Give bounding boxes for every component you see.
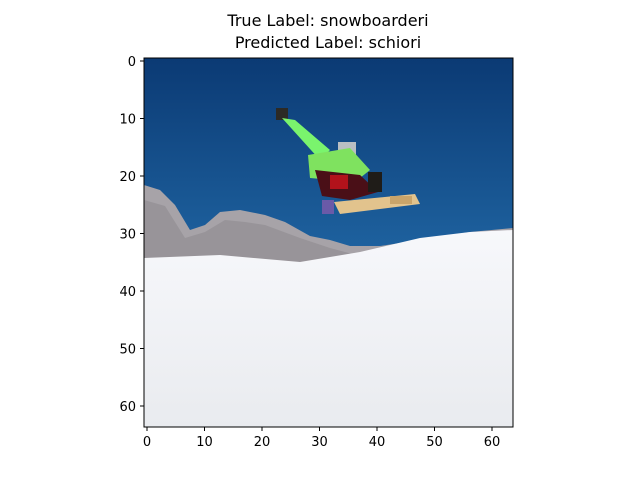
y-tick-label: 60 bbox=[119, 400, 136, 415]
y-tick-label: 30 bbox=[119, 228, 136, 243]
x-tick-label: 40 bbox=[369, 435, 386, 450]
x-tick-label: 0 bbox=[143, 435, 151, 450]
x-tick-label: 20 bbox=[254, 435, 271, 450]
y-tick-label: 20 bbox=[119, 170, 136, 185]
y-tick-label: 10 bbox=[119, 113, 136, 128]
y-tick-label: 50 bbox=[119, 343, 136, 358]
image-content bbox=[144, 58, 513, 427]
title-predicted-label: Predicted Label: schiori bbox=[234, 33, 422, 52]
x-tick-label: 10 bbox=[196, 435, 213, 450]
y-tick-label: 0 bbox=[128, 55, 136, 70]
axes-frame bbox=[143, 57, 514, 428]
x-axis: 0 10 20 30 40 50 60 bbox=[143, 427, 500, 450]
y-axis: 0 10 20 30 40 50 60 bbox=[119, 55, 144, 415]
x-tick-label: 30 bbox=[311, 435, 328, 450]
mountain-shadow bbox=[144, 200, 513, 270]
x-tick-label: 50 bbox=[426, 435, 443, 450]
snow-field bbox=[144, 230, 513, 427]
y-tick-label: 40 bbox=[119, 285, 136, 300]
snowboarder bbox=[276, 108, 420, 214]
x-tick-label: 60 bbox=[484, 435, 501, 450]
title-true-label: True Label: snowboarderi bbox=[227, 11, 429, 30]
